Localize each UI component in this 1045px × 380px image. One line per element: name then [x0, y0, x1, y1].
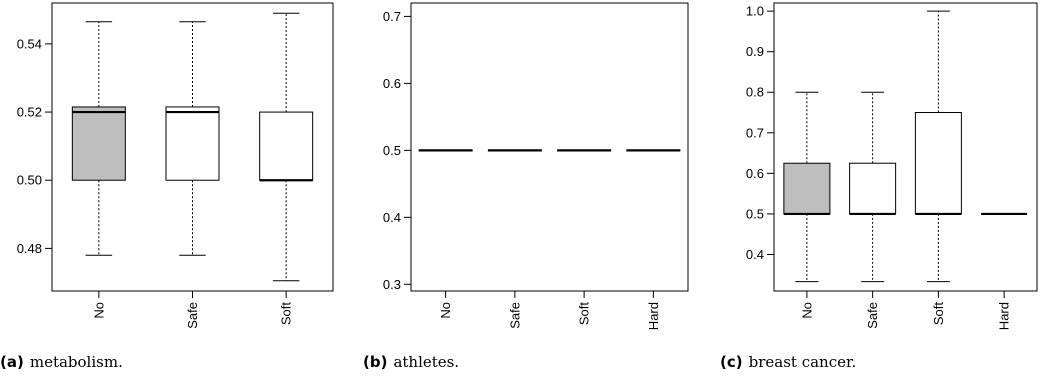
- caption-c-label: (c): [720, 353, 743, 371]
- x-tick-label: Safe: [865, 302, 880, 329]
- caption-b-label: (b): [363, 353, 388, 371]
- x-tick-label: Soft: [577, 302, 592, 326]
- box-body: [783, 162, 831, 215]
- box-safe: [165, 21, 220, 256]
- plot-frame-b: [410, 2, 689, 292]
- caption-b-text: athletes.: [393, 353, 460, 371]
- panel-c: 0.4 0.5 0.6 0.7 0.8 0.9 1.0 No Safe Soft Hard: [746, 2, 1038, 330]
- y-tick-label: 0.6: [383, 76, 401, 91]
- x-tick-label: Hard: [997, 302, 1012, 330]
- caption-c-text: breast cancer.: [748, 353, 857, 371]
- y-tick-label: 0.4: [746, 247, 764, 262]
- y-tick-label: 0.9: [746, 44, 764, 59]
- y-tick-label: 1.0: [746, 4, 764, 19]
- y-tick-label: 0.52: [17, 105, 42, 120]
- y-tick-label: 0.5: [746, 206, 764, 221]
- y-tick-label: 0.6: [746, 166, 764, 181]
- plot-frame-c: [773, 2, 1038, 292]
- y-tick-label: 0.50: [17, 173, 42, 188]
- y-tick-label: 0.3: [383, 277, 401, 292]
- y-tick-label: 0.7: [383, 9, 401, 24]
- caption-b: (b) athletes.: [363, 352, 459, 372]
- y-tick-label: 0.8: [746, 85, 764, 100]
- box-body: [914, 112, 962, 215]
- caption-a: (a) metabolism.: [0, 352, 123, 372]
- x-tick-label: Hard: [646, 302, 661, 330]
- box-body: [71, 106, 126, 181]
- box-soft: [914, 10, 962, 283]
- x-tick-label: Soft: [279, 302, 294, 326]
- box-soft: [259, 12, 314, 282]
- box-safe: [849, 91, 897, 283]
- box-no: [71, 21, 126, 256]
- y-tick-label: 0.7: [746, 125, 764, 140]
- box-body: [259, 111, 314, 181]
- x-tick-label: No: [438, 302, 453, 319]
- box-body: [165, 106, 220, 181]
- caption-c: (c) breast cancer.: [720, 352, 856, 372]
- x-tick-label: No: [799, 302, 814, 319]
- x-tick-label: No: [91, 302, 106, 319]
- box-no: [783, 91, 831, 283]
- y-tick-label: 0.48: [17, 241, 42, 256]
- panel-b: 0.3 0.4 0.5 0.6 0.7 No Safe Soft Hard: [383, 2, 689, 330]
- box-body: [849, 162, 897, 215]
- caption-a-label: (a): [0, 353, 24, 371]
- x-tick-label: Safe: [185, 302, 200, 329]
- panel-a: 0.48 0.50 0.52 0.54 No Safe Soft: [17, 2, 334, 329]
- caption-a-text: metabolism.: [29, 353, 123, 371]
- y-tick-label: 0.5: [383, 143, 401, 158]
- x-tick-label: Safe: [507, 302, 522, 329]
- x-tick-label: Soft: [931, 302, 946, 326]
- y-tick-label: 0.4: [383, 210, 401, 225]
- y-tick-label: 0.54: [17, 36, 42, 51]
